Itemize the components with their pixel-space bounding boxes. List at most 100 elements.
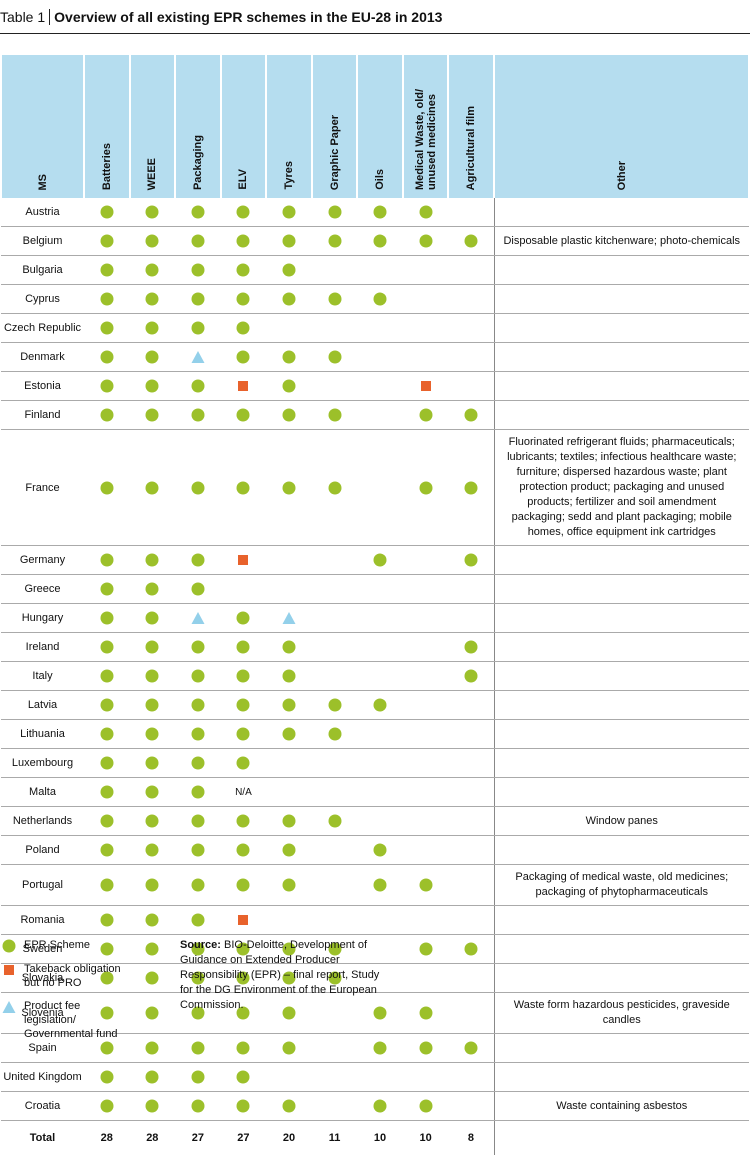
cell — [266, 906, 312, 935]
cell — [175, 633, 221, 662]
cell — [448, 1063, 494, 1092]
cell — [221, 1092, 267, 1121]
symbol-circle — [419, 1041, 433, 1055]
other — [494, 314, 749, 343]
table-row: Czech Republic — [1, 314, 749, 343]
cell — [357, 807, 403, 836]
symbol-circle — [100, 350, 114, 364]
column-header-text: ELV — [237, 169, 249, 190]
other: Fluorinated refrigerant fluids; pharmace… — [494, 430, 749, 546]
source-label: Source: — [180, 939, 221, 951]
member-state: Denmark — [1, 343, 84, 372]
symbol-circle — [145, 698, 159, 712]
cell — [448, 964, 494, 993]
cell — [221, 865, 267, 906]
total-value: 27 — [221, 1121, 267, 1155]
cell — [84, 575, 130, 604]
table-row: Latvia — [1, 691, 749, 720]
symbol-circle — [419, 481, 433, 495]
cell — [84, 372, 130, 401]
cell — [221, 906, 267, 935]
cell — [403, 343, 449, 372]
cell — [312, 1034, 358, 1063]
cell — [84, 1063, 130, 1092]
other: Window panes — [494, 807, 749, 836]
cell — [312, 546, 358, 575]
cell — [130, 662, 176, 691]
cell — [130, 691, 176, 720]
cell — [266, 575, 312, 604]
cell — [130, 720, 176, 749]
symbol-circle — [145, 1099, 159, 1113]
cell — [448, 778, 494, 807]
cell — [130, 198, 176, 227]
symbol-circle — [328, 350, 342, 364]
other: Waste form hazardous pesticides, gravesi… — [494, 993, 749, 1034]
cell — [312, 906, 358, 935]
cell — [130, 227, 176, 256]
cell — [221, 285, 267, 314]
symbol-circle — [282, 698, 296, 712]
cell — [84, 227, 130, 256]
member-state: Latvia — [1, 691, 84, 720]
cell — [357, 575, 403, 604]
column-header: Medical Waste, old/ unused medicines — [403, 55, 449, 198]
legend-item: Product fee legislation/ Governmental fu… — [2, 999, 172, 1041]
column-header: ELV — [221, 55, 267, 198]
cell — [403, 1092, 449, 1121]
column-header: Batteries — [84, 55, 130, 198]
cell — [312, 1092, 358, 1121]
symbol-circle — [191, 756, 205, 770]
cell — [175, 604, 221, 633]
cell — [448, 430, 494, 546]
source: Source: BIO-Deloitte, Development of Gui… — [180, 938, 380, 1013]
cell — [403, 546, 449, 575]
cell — [130, 1092, 176, 1121]
symbol-circle — [464, 234, 478, 248]
symbol-circle — [236, 292, 250, 306]
cell — [312, 836, 358, 865]
cell — [448, 720, 494, 749]
cell — [221, 691, 267, 720]
column-header: Other — [494, 55, 749, 198]
symbol-circle — [419, 942, 433, 956]
symbol-circle — [145, 379, 159, 393]
column-header-text: Oils — [374, 169, 386, 190]
cell — [357, 662, 403, 691]
cell — [84, 604, 130, 633]
cell — [130, 285, 176, 314]
cell — [266, 372, 312, 401]
cell — [266, 836, 312, 865]
cell — [84, 865, 130, 906]
cell — [130, 343, 176, 372]
cell — [312, 778, 358, 807]
symbol-circle — [145, 408, 159, 422]
symbol-triangle — [191, 350, 205, 364]
cell — [403, 749, 449, 778]
cell — [84, 285, 130, 314]
cell — [403, 256, 449, 285]
cell — [130, 836, 176, 865]
cell — [221, 546, 267, 575]
cell — [357, 691, 403, 720]
legend-label: Product fee legislation/ Governmental fu… — [24, 999, 134, 1041]
symbol-circle — [191, 1041, 205, 1055]
cell — [221, 227, 267, 256]
member-state: Luxembourg — [1, 749, 84, 778]
member-state: Austria — [1, 198, 84, 227]
other — [494, 778, 749, 807]
symbol-circle — [145, 321, 159, 335]
cell — [175, 1034, 221, 1063]
symbol-circle — [100, 263, 114, 277]
cell — [84, 720, 130, 749]
symbol-circle — [328, 292, 342, 306]
symbol-circle — [282, 263, 296, 277]
cell — [403, 964, 449, 993]
cell — [266, 633, 312, 662]
cell — [221, 749, 267, 778]
cell — [266, 227, 312, 256]
symbol-circle — [145, 263, 159, 277]
cell — [221, 198, 267, 227]
table-row: Luxembourg — [1, 749, 749, 778]
